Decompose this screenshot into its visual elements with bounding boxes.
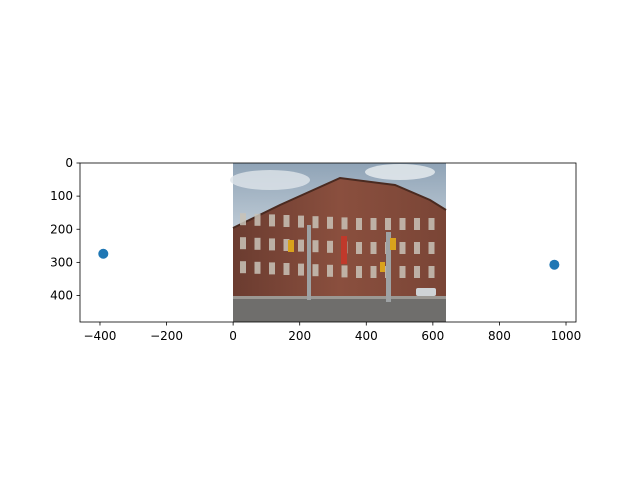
street-building-photo [230, 163, 447, 322]
building-window [399, 218, 406, 230]
building-window [269, 262, 275, 275]
building-window [240, 213, 246, 226]
y-tick-label: 400 [50, 289, 73, 303]
x-tick-label: −200 [150, 329, 183, 343]
building-window [283, 215, 290, 227]
building-window [399, 242, 406, 254]
building-window [327, 240, 333, 253]
y-tick-label: 200 [50, 222, 73, 236]
building-window [356, 218, 362, 230]
building-window [254, 213, 261, 226]
building-window [240, 237, 246, 250]
x-tick-label: 200 [288, 329, 311, 343]
building-window [254, 261, 261, 274]
x-tick-label: −400 [83, 329, 116, 343]
building-window [414, 242, 420, 254]
x-tick-label: 400 [355, 329, 378, 343]
building-window [327, 264, 333, 277]
axes-frame [79, 162, 577, 323]
building-window [356, 242, 362, 254]
scatter-point [549, 259, 560, 270]
building-window [312, 240, 319, 253]
building-window [370, 218, 377, 230]
x-tick-label: 0 [229, 329, 237, 343]
x-axis-ticks: −400 −200 0 200 400 600 800 1000 [83, 322, 581, 343]
building-window [254, 237, 261, 250]
building-window [240, 261, 246, 274]
building-window [283, 239, 290, 251]
scatter-points [98, 248, 560, 270]
x-tick-label: 1000 [551, 329, 582, 343]
building-window [298, 215, 304, 228]
building-window [298, 239, 304, 252]
building-window [341, 265, 348, 278]
building-window [385, 218, 391, 230]
building-window [414, 218, 420, 230]
x-tick-label: 600 [421, 329, 444, 343]
y-tick-label: 0 [65, 156, 73, 170]
building-window [428, 242, 435, 254]
y-tick-label: 100 [50, 189, 73, 203]
building-window [370, 266, 377, 278]
y-axis-ticks: 0 100 200 300 400 [50, 156, 80, 303]
building-window [370, 242, 377, 254]
building-window [428, 266, 435, 278]
y-tick-label: 300 [50, 255, 73, 269]
building-window [312, 216, 319, 229]
building-window [283, 263, 290, 275]
building-window [298, 263, 304, 276]
building-window [341, 217, 348, 230]
building-window [312, 264, 319, 277]
building-window [327, 216, 333, 229]
scatter-point [98, 248, 109, 259]
building-window [399, 266, 406, 278]
x-tick-label: 800 [488, 329, 511, 343]
building-window [356, 266, 362, 278]
building-window [428, 218, 435, 230]
building-window [269, 238, 275, 251]
building-window [269, 214, 275, 227]
building-window [414, 266, 420, 278]
